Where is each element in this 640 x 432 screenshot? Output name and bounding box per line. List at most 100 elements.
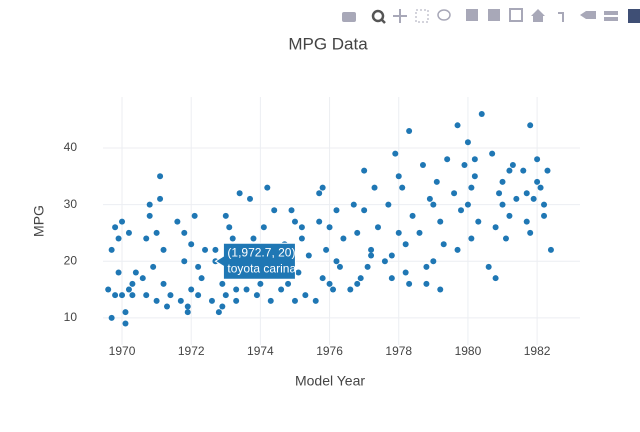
point xyxy=(395,229,402,236)
point xyxy=(278,286,285,293)
point xyxy=(534,178,541,185)
x-tick-label: 1974 xyxy=(247,344,274,358)
point xyxy=(233,297,240,304)
point xyxy=(395,173,402,180)
hover-closest-icon[interactable] xyxy=(580,11,596,19)
lasso-icon[interactable] xyxy=(437,9,451,21)
point xyxy=(499,201,506,208)
point xyxy=(437,286,444,293)
point xyxy=(198,275,205,282)
point xyxy=(492,275,499,282)
point xyxy=(129,292,136,299)
point xyxy=(302,292,309,299)
point xyxy=(222,292,229,299)
point xyxy=(368,246,375,253)
y-tick-label: 30 xyxy=(64,197,78,211)
point xyxy=(139,275,146,282)
point xyxy=(326,224,333,231)
zoom-out-icon[interactable] xyxy=(488,9,500,21)
pan-icon[interactable] xyxy=(393,9,407,23)
point xyxy=(406,127,413,134)
point xyxy=(430,201,437,208)
point xyxy=(257,280,264,287)
x-tick-label: 1976 xyxy=(316,344,343,358)
point xyxy=(215,309,222,316)
point xyxy=(409,212,416,219)
modebar xyxy=(342,8,640,24)
y-tick-label: 20 xyxy=(64,253,78,267)
point xyxy=(541,201,548,208)
point xyxy=(167,292,174,299)
point xyxy=(153,229,160,236)
point xyxy=(392,150,399,157)
spike-icon[interactable] xyxy=(558,12,564,22)
point xyxy=(177,297,184,304)
point xyxy=(288,207,295,214)
point xyxy=(468,235,475,242)
point xyxy=(340,235,347,242)
point xyxy=(330,286,337,293)
point xyxy=(388,275,395,282)
point xyxy=(499,178,506,185)
point xyxy=(298,235,305,242)
autoscale-icon[interactable] xyxy=(509,8,523,22)
point xyxy=(174,218,181,225)
x-tick-label: 1978 xyxy=(385,344,412,358)
point xyxy=(222,212,229,219)
point xyxy=(502,235,509,242)
camera-icon[interactable] xyxy=(342,12,356,22)
point xyxy=(316,218,323,225)
reset-icon[interactable] xyxy=(531,9,545,22)
point xyxy=(430,258,437,265)
point xyxy=(361,167,368,174)
point xyxy=(184,303,191,310)
zoom-icon[interactable] xyxy=(371,9,385,23)
point xyxy=(530,195,537,202)
point xyxy=(188,286,195,293)
point xyxy=(326,280,333,287)
point xyxy=(153,297,160,304)
point xyxy=(354,280,361,287)
point xyxy=(336,263,343,270)
hover-compare-icon[interactable] xyxy=(604,11,618,21)
point xyxy=(243,286,250,293)
point xyxy=(229,235,236,242)
point xyxy=(520,167,527,174)
point xyxy=(419,161,426,168)
point xyxy=(371,184,378,191)
point xyxy=(188,241,195,248)
point xyxy=(219,280,226,287)
point xyxy=(219,303,226,310)
point xyxy=(402,269,409,276)
point xyxy=(125,229,132,236)
hover-box xyxy=(214,242,296,280)
point xyxy=(437,218,444,225)
hover-label: (1,972.7, 20) toyota carina xyxy=(214,242,296,280)
point xyxy=(298,224,305,231)
point xyxy=(544,167,551,174)
point xyxy=(357,275,364,282)
point xyxy=(160,246,167,253)
point xyxy=(212,246,219,253)
point xyxy=(119,292,126,299)
point xyxy=(319,275,326,282)
point xyxy=(388,252,395,259)
chart-title: MPG Data xyxy=(288,34,368,53)
plotly-logo[interactable] xyxy=(628,9,640,23)
point xyxy=(264,184,271,191)
point xyxy=(547,246,554,253)
point xyxy=(305,252,312,259)
point xyxy=(454,122,461,129)
point xyxy=(523,190,530,197)
point xyxy=(444,156,451,163)
point xyxy=(492,224,499,231)
point xyxy=(527,122,534,129)
zoom-in-icon[interactable] xyxy=(466,9,478,21)
point xyxy=(541,212,548,219)
point xyxy=(195,263,202,270)
point xyxy=(236,190,243,197)
box-select-icon[interactable] xyxy=(415,9,429,23)
point xyxy=(354,229,361,236)
